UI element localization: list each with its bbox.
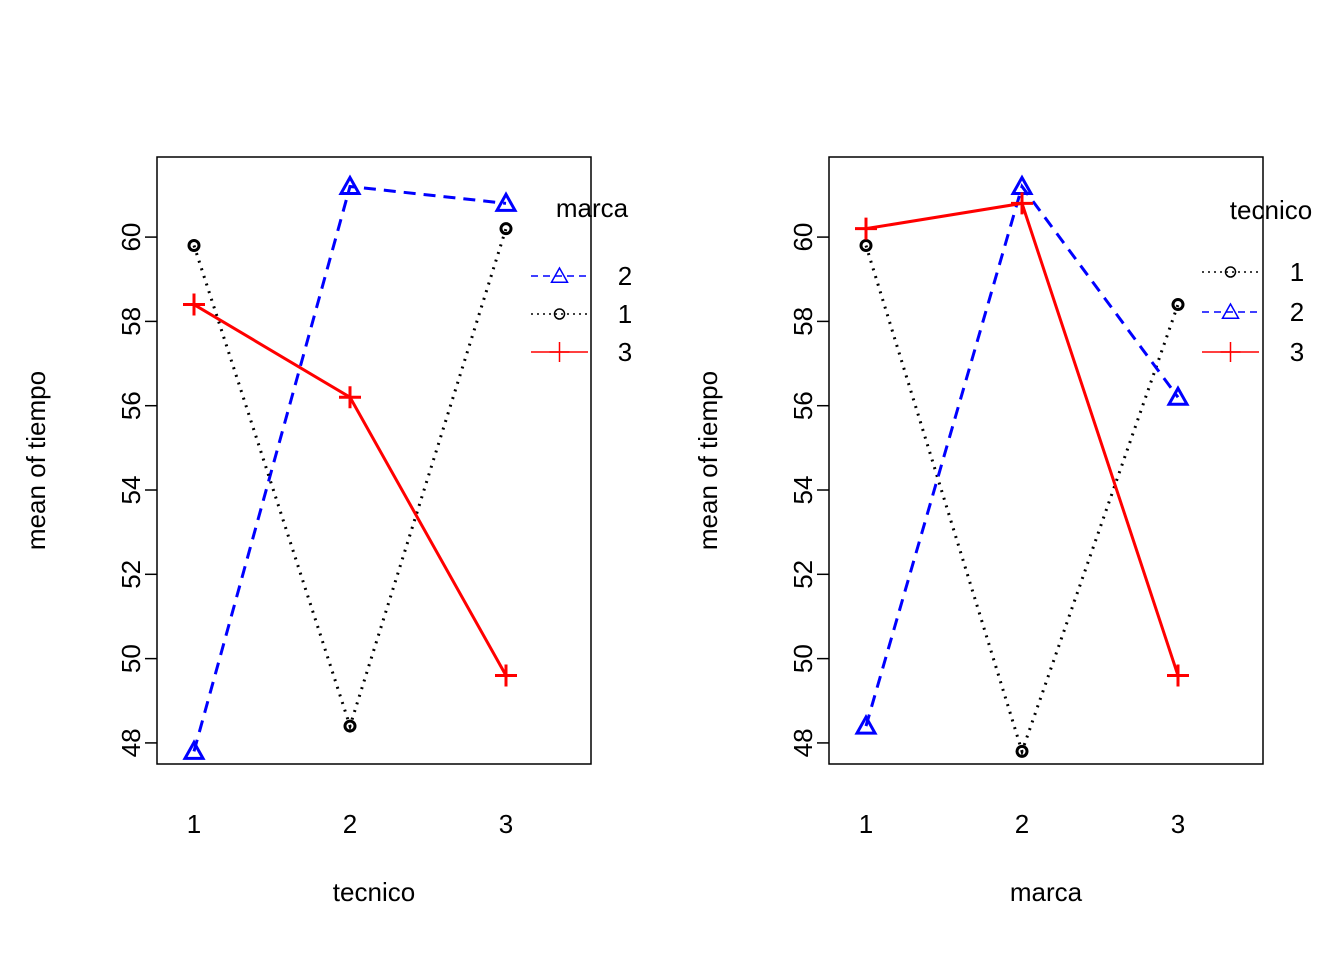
data-point	[1011, 192, 1033, 215]
data-point	[1015, 744, 1029, 758]
data-point	[1167, 664, 1189, 687]
data-point	[182, 739, 206, 760]
y-tick-label: 60	[788, 223, 818, 252]
x-tick-label: 3	[499, 809, 513, 839]
series-1	[187, 222, 513, 733]
y-tick-label: 50	[116, 644, 146, 673]
data-point	[187, 239, 201, 253]
legend-label: 1	[1290, 257, 1304, 287]
legend-label: 2	[618, 261, 632, 291]
series-line	[864, 183, 1180, 727]
data-point	[339, 386, 361, 409]
legend-swatch-marker	[1220, 342, 1241, 362]
legend-label: 2	[1290, 297, 1304, 327]
legend-swatch-marker	[549, 342, 570, 362]
data-point	[859, 239, 873, 253]
legend-label: 3	[618, 337, 632, 367]
series-line	[193, 303, 508, 677]
data-point	[494, 191, 518, 212]
series-2	[182, 174, 518, 760]
x-tick-label: 1	[859, 809, 873, 839]
x-axis-title: marca	[1010, 877, 1083, 907]
y-axis-title: mean of tiempo	[693, 371, 723, 550]
chart-panel-2: 48 50 52 54 56 58 60 1 2 3 marca mean of tiempo tecn…	[693, 156, 1312, 907]
y-tick-label: 58	[116, 307, 146, 336]
y-tick-label: 52	[116, 560, 146, 589]
series-3	[183, 293, 517, 687]
y-tick-label: 48	[116, 728, 146, 757]
legend: tecnico 1 2 3	[1202, 195, 1312, 367]
y-tick-label: 58	[788, 307, 818, 336]
legend: marca 2 1 3	[531, 193, 632, 367]
y-axis-title: mean of tiempo	[21, 371, 51, 550]
data-point	[183, 293, 205, 316]
plot-frame	[156, 156, 592, 765]
y-tick-label: 54	[788, 476, 818, 505]
legend-label: 1	[618, 299, 632, 329]
data-point	[495, 664, 517, 687]
y-tick-label: 60	[116, 223, 146, 252]
data-point	[1171, 298, 1185, 312]
x-tick-label: 1	[187, 809, 201, 839]
legend-swatch-marker	[1224, 266, 1237, 278]
plot-frame	[828, 156, 1264, 765]
x-tick-label: 3	[1171, 809, 1185, 839]
y-tick-label: 48	[788, 728, 818, 757]
y-tick-label: 56	[788, 391, 818, 420]
legend-swatch-marker	[550, 266, 569, 283]
y-tick-label: 56	[116, 391, 146, 420]
x-tick-label: 2	[1015, 809, 1029, 839]
legend-swatch-marker	[1221, 302, 1240, 319]
series-line	[864, 245, 1180, 757]
legend-title: marca	[556, 193, 629, 223]
legend-label: 3	[1290, 337, 1304, 367]
y-tick-label: 50	[788, 644, 818, 673]
series-line	[865, 201, 1180, 676]
x-axis-title: tecnico	[333, 877, 415, 907]
data-point	[854, 713, 878, 735]
legend-swatch-marker	[553, 308, 566, 320]
data-point	[338, 174, 362, 196]
data-point	[499, 222, 513, 236]
x-tick-label: 2	[343, 809, 357, 839]
y-tick-label: 54	[116, 476, 146, 505]
y-tick-label: 52	[788, 560, 818, 589]
chart-panel-1: 48 50 52 54 56 58 60 1 2 3 tecnico mean of tiempo ma…	[21, 156, 632, 907]
series-3	[855, 192, 1189, 687]
legend-title: tecnico	[1230, 195, 1312, 225]
data-point	[1166, 385, 1190, 406]
series-line	[192, 228, 508, 731]
series-1	[859, 239, 1185, 758]
data-point	[343, 719, 357, 733]
series-line	[192, 184, 507, 752]
series-2	[854, 174, 1190, 735]
data-point	[855, 217, 877, 240]
